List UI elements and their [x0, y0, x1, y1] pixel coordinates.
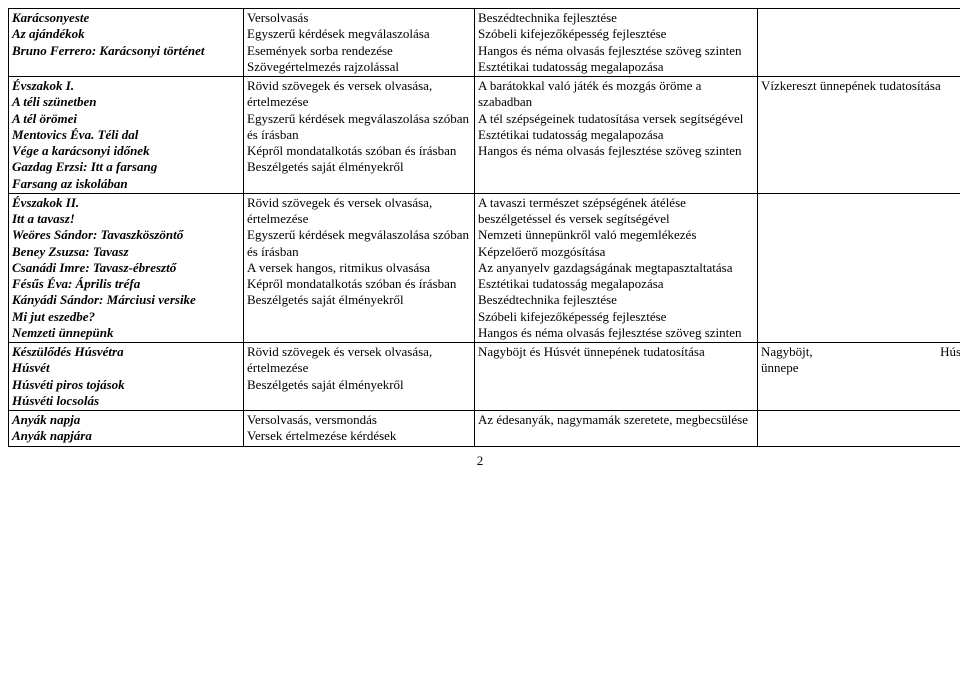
col-notes: Vízkereszt ünnepének tudatosítása — [758, 77, 960, 194]
cell-line: Nemzeti ünnepünkről való megemlékezés — [478, 227, 754, 243]
cell-line: Szövegértelmezés rajzolással — [247, 59, 471, 75]
cell-line: Anyák napja — [12, 412, 240, 428]
col-topics: Anyák napjaAnyák napjára — [9, 411, 244, 447]
col-activities: VersolvasásEgyszerű kérdések megválaszol… — [244, 9, 475, 77]
cell-line: Az anyanyelv gazdagságának megtapasztalt… — [478, 260, 754, 276]
col-topics: KarácsonyesteAz ajándékokBruno Ferrero: … — [9, 9, 244, 77]
cell-line: Vége a karácsonyi időnek — [12, 143, 240, 159]
cell-line: Beszélgetés saját élményekről — [247, 159, 471, 175]
cell-line: Események sorba rendezése — [247, 43, 471, 59]
table-row: Anyák napjaAnyák napjáraVersolvasás, ver… — [9, 411, 960, 447]
cell-line: Nemzeti ünnepünk — [12, 325, 240, 341]
curriculum-table: KarácsonyesteAz ajándékokBruno Ferrero: … — [8, 8, 960, 447]
col-topics: Készülődés HúsvétraHúsvétHúsvéti piros t… — [9, 343, 244, 411]
col-activities: Versolvasás, versmondásVersek értelmezés… — [244, 411, 475, 447]
table-row: Készülődés HúsvétraHúsvétHúsvéti piros t… — [9, 343, 960, 411]
cell-line: Beszélgetés saját élményekről — [247, 292, 471, 308]
cell-line: Beney Zsuzsa: Tavasz — [12, 244, 240, 260]
cell-line: Húsvéti locsolás — [12, 393, 240, 409]
cell-line: Egyszerű kérdések megválaszolása — [247, 26, 471, 42]
cell-line: Karácsonyeste — [12, 10, 240, 26]
cell-line: Versolvasás, versmondás — [247, 412, 471, 428]
table-row: Évszakok I.A téli szünetbenA tél örömeiM… — [9, 77, 960, 194]
page-number: 2 — [8, 453, 952, 469]
cell-line: Itt a tavasz! — [12, 211, 240, 227]
cell-line: Versek értelmezése kérdések — [247, 428, 471, 444]
col-notes: Nagyböjt,Húsvétünnepe — [758, 343, 960, 411]
col-goals: A tavaszi természet szépségének átélése … — [475, 193, 758, 342]
cell-line: Készülődés Húsvétra — [12, 344, 240, 360]
cell-line: Hangos és néma olvasás fejlesztése szöve… — [478, 143, 754, 159]
cell-line: Bruno Ferrero: Karácsonyi történet — [12, 43, 240, 59]
table-row: Évszakok II.Itt a tavasz!Weöres Sándor: … — [9, 193, 960, 342]
cell-line: Anyák napjára — [12, 428, 240, 444]
cell-line: Weöres Sándor: Tavaszköszöntő — [12, 227, 240, 243]
cell-line: Szóbeli kifejezőképesség fejlesztése — [478, 26, 754, 42]
cell-line: Egyszerű kérdések megválaszolása szóban … — [247, 111, 471, 144]
col-activities: Rövid szövegek és versek olvasása, értel… — [244, 343, 475, 411]
cell-line: Mi jut eszedbe? — [12, 309, 240, 325]
cell-line: Versolvasás — [247, 10, 471, 26]
col-activities: Rövid szövegek és versek olvasása, értel… — [244, 193, 475, 342]
cell-line: Az ajándékok — [12, 26, 240, 42]
cell-line: Hangos és néma olvasás fejlesztése szöve… — [478, 325, 754, 341]
cell-line: Rövid szövegek és versek olvasása, értel… — [247, 344, 471, 377]
col-goals: Az édesanyák, nagymamák szeretete, megbe… — [475, 411, 758, 447]
cell-line: A tél örömei — [12, 111, 240, 127]
col-notes — [758, 411, 960, 447]
cell-line: Képről mondatalkotás szóban és írásban — [247, 143, 471, 159]
cell-line: Beszélgetés saját élményekről — [247, 377, 471, 393]
cell-line: Egyszerű kérdések megválaszolása szóban … — [247, 227, 471, 260]
cell-line: Mentovics Éva. Téli dal — [12, 127, 240, 143]
cell-line: Farsang az iskolában — [12, 176, 240, 192]
cell-line: Képzelőerő mozgósítása — [478, 244, 754, 260]
cell-line: A tavaszi természet szépségének átélése … — [478, 195, 754, 228]
col-topics: Évszakok I.A téli szünetbenA tél örömeiM… — [9, 77, 244, 194]
cell-line: Esztétikai tudatosság megalapozása — [478, 127, 754, 143]
cell-line: Esztétikai tudatosság megalapozása — [478, 59, 754, 75]
cell-line: A téli szünetben — [12, 94, 240, 110]
cell-line: Beszédtechnika fejlesztése — [478, 10, 754, 26]
cell-line: Rövid szövegek és versek olvasása, értel… — [247, 78, 471, 111]
col-notes — [758, 193, 960, 342]
cell-line: Az édesanyák, nagymamák szeretete, megbe… — [478, 412, 754, 428]
col-notes — [758, 9, 960, 77]
cell-line: Nagyböjt és Húsvét ünnepének tudatosítás… — [478, 344, 754, 360]
cell-line: Hangos és néma olvasás fejlesztése szöve… — [478, 43, 754, 59]
cell-line: Kányádi Sándor: Márciusi versike — [12, 292, 240, 308]
cell-line: Fésűs Éva: Április tréfa — [12, 276, 240, 292]
cell-line: Beszédtechnika fejlesztése — [478, 292, 754, 308]
cell-line: Képről mondatalkotás szóban és írásban — [247, 276, 471, 292]
cell-line: Évszakok II. — [12, 195, 240, 211]
cell-line: Szóbeli kifejezőképesség fejlesztése — [478, 309, 754, 325]
col-goals: A barátokkal való játék és mozgás öröme … — [475, 77, 758, 194]
cell-line: Vízkereszt ünnepének tudatosítása — [761, 78, 960, 94]
cell-line: A versek hangos, ritmikus olvasása — [247, 260, 471, 276]
table-row: KarácsonyesteAz ajándékokBruno Ferrero: … — [9, 9, 960, 77]
cell-line: Nagyböjt,Húsvét — [761, 344, 960, 360]
col-topics: Évszakok II.Itt a tavasz!Weöres Sándor: … — [9, 193, 244, 342]
cell-line: Esztétikai tudatosság megalapozása — [478, 276, 754, 292]
cell-line: ünnepe — [761, 360, 960, 376]
cell-line: Rövid szövegek és versek olvasása, értel… — [247, 195, 471, 228]
cell-line: Csanádi Imre: Tavasz-ébresztő — [12, 260, 240, 276]
cell-line: Húsvét — [12, 360, 240, 376]
cell-line: Gazdag Erzsi: Itt a farsang — [12, 159, 240, 175]
cell-line: A barátokkal való játék és mozgás öröme … — [478, 78, 754, 111]
col-activities: Rövid szövegek és versek olvasása, értel… — [244, 77, 475, 194]
cell-line: A tél szépségeinek tudatosítása versek s… — [478, 111, 754, 127]
cell-line: Húsvéti piros tojások — [12, 377, 240, 393]
cell-line: Évszakok I. — [12, 78, 240, 94]
col-goals: Nagyböjt és Húsvét ünnepének tudatosítás… — [475, 343, 758, 411]
col-goals: Beszédtechnika fejlesztéseSzóbeli kifeje… — [475, 9, 758, 77]
